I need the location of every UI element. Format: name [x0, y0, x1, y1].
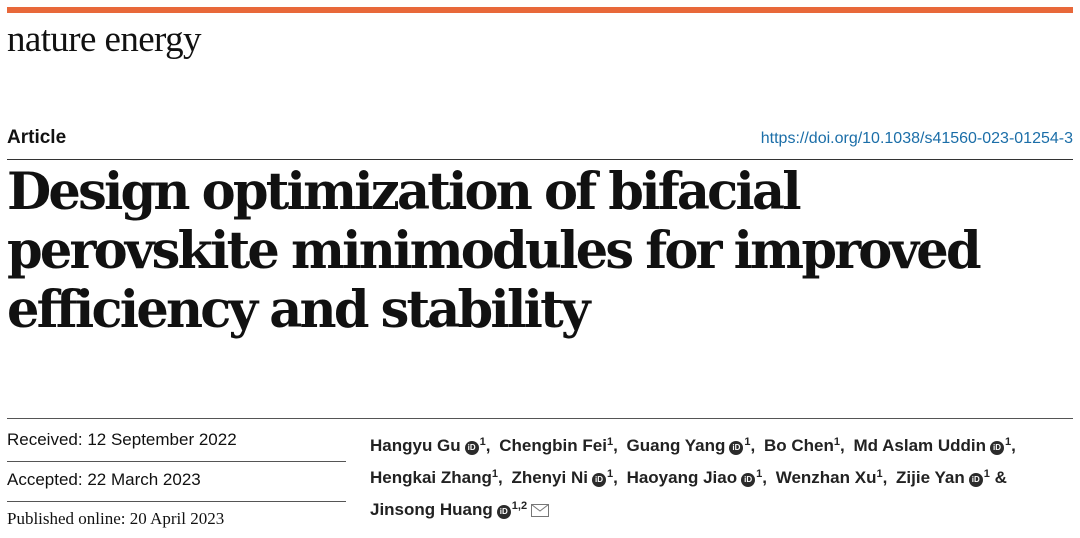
author-name[interactable]: Hengkai Zhang [370, 468, 492, 487]
orcid-icon[interactable]: iD [496, 505, 511, 519]
date-divider [7, 461, 346, 462]
orcid-icon[interactable]: iD [741, 473, 756, 487]
author-name[interactable]: Zijie Yan [896, 468, 965, 487]
orcid-icon[interactable]: iD [591, 473, 606, 487]
affiliation-marker[interactable]: 1 [876, 468, 883, 480]
author-separator: , [613, 468, 618, 487]
orcid-icon[interactable]: iD [990, 441, 1005, 455]
orcid-icon[interactable]: iD [729, 441, 744, 455]
journal-name: nature energy [7, 19, 202, 60]
author-separator: , [613, 436, 618, 455]
article-title: Design optimization of bifacial perovski… [7, 162, 982, 340]
affiliation-marker[interactable]: 1 [744, 436, 751, 448]
article-type: Article [7, 127, 67, 148]
doi-link[interactable]: https://doi.org/10.1038/s41560-023-01254… [760, 130, 1073, 147]
author-separator: , [762, 468, 767, 487]
author-separator: , [840, 436, 845, 455]
orcid-icon[interactable]: iD [464, 441, 479, 455]
author-separator: , [750, 436, 756, 455]
author-name[interactable]: Wenzhan Xu [775, 468, 877, 487]
author-name[interactable]: Md Aslam Uddin [853, 436, 987, 455]
author-separator: , [1011, 436, 1016, 455]
orcid-icon[interactable]: iD [968, 473, 983, 487]
date-divider [7, 501, 346, 502]
author-list: Hangyu Gu iD 1, Chengbin Fei1, Guang Yang i… [370, 428, 1070, 524]
affiliation-marker[interactable]: 1 [983, 468, 990, 480]
affiliation-marker[interactable]: 1 [833, 436, 841, 448]
affiliation-marker[interactable]: 1 [606, 468, 614, 480]
author-name[interactable]: Hangyu Gu [370, 436, 461, 455]
author-name[interactable]: Zhenyi Ni [511, 468, 588, 487]
journal-accent-rule [7, 7, 1073, 13]
accepted-date: Accepted: 22 March 2023 [7, 470, 201, 489]
author-separator: & [989, 468, 1007, 487]
author-name[interactable]: Haoyang Jiao [626, 468, 738, 487]
affiliation-marker[interactable]: 1 [491, 468, 498, 480]
author-separator: , [485, 436, 491, 455]
mail-icon[interactable] [531, 504, 550, 517]
author-name[interactable]: Jinsong Huang [370, 500, 493, 519]
author-name[interactable]: Chengbin Fei [499, 436, 607, 455]
author-name[interactable]: Guang Yang [626, 436, 726, 455]
affiliation-marker[interactable]: 1 [756, 468, 763, 480]
affiliation-marker[interactable]: 1,2 [511, 500, 528, 512]
author-separator: , [497, 468, 503, 487]
author-separator: , [882, 468, 888, 487]
published-date: Published online: 20 April 2023 [7, 509, 225, 528]
affiliation-marker[interactable]: 1 [606, 436, 614, 448]
affiliation-marker[interactable]: 1 [479, 436, 486, 448]
header-divider [7, 159, 1073, 160]
affiliation-marker[interactable]: 1 [1005, 436, 1012, 448]
author-name[interactable]: Bo Chen [764, 436, 834, 455]
received-date: Received: 12 September 2022 [7, 430, 237, 449]
metadata-top-divider [7, 418, 1073, 419]
